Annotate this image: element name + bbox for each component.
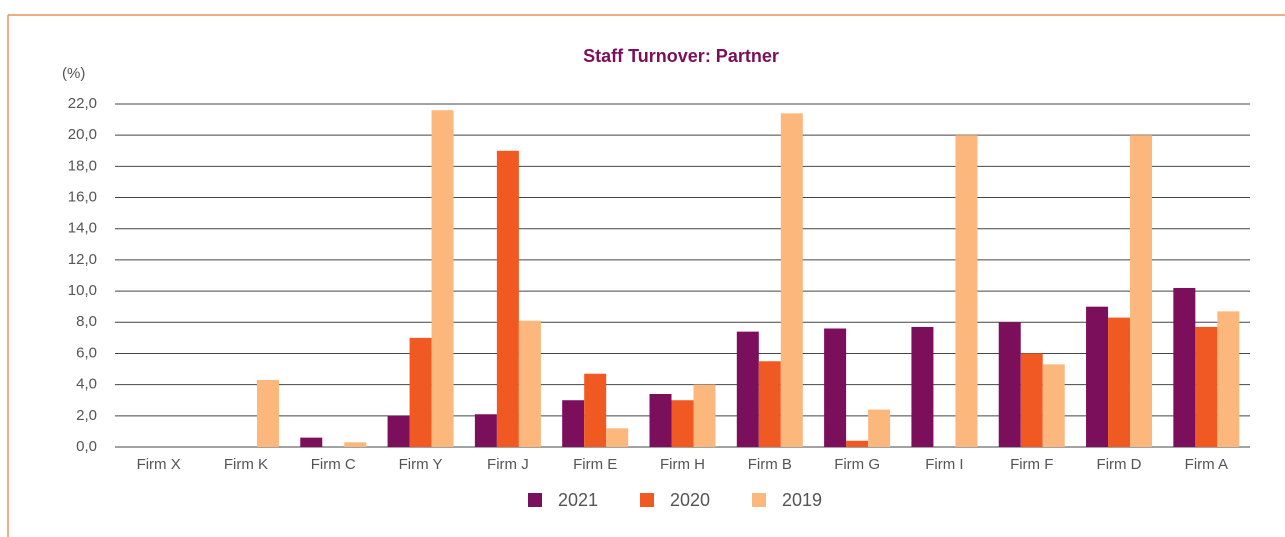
legend-swatch <box>752 493 766 507</box>
bar <box>344 442 367 447</box>
x-tick-label: Firm K <box>224 456 268 473</box>
bar <box>1130 135 1153 447</box>
y-tick-label: 6,0 <box>76 344 97 361</box>
x-tick-label: Firm H <box>660 456 705 473</box>
bar <box>606 428 629 447</box>
y-tick-label: 4,0 <box>76 376 97 393</box>
x-tick-label: Firm J <box>487 456 529 473</box>
y-tick-label: 20,0 <box>68 126 97 143</box>
y-tick-label: 14,0 <box>68 220 97 237</box>
legend-swatch <box>528 493 542 507</box>
bar <box>1217 311 1240 447</box>
bar <box>300 437 323 447</box>
legend-swatch <box>640 493 654 507</box>
x-tick-label: Firm A <box>1185 456 1228 473</box>
y-tick-label: 16,0 <box>68 189 97 206</box>
bar <box>1173 287 1196 447</box>
bar <box>1086 306 1109 447</box>
bar <box>1020 353 1043 447</box>
bar <box>256 379 279 447</box>
x-tick-label: Firm Y <box>399 456 443 473</box>
bar <box>409 337 432 447</box>
y-tick-label: 10,0 <box>68 282 97 299</box>
bar <box>780 113 803 447</box>
legend-label: 2021 <box>558 490 598 510</box>
bar <box>671 400 694 447</box>
bar <box>998 322 1021 447</box>
bar <box>846 440 869 447</box>
chart-title: Staff Turnover: Partner <box>583 46 779 66</box>
bar <box>955 135 978 447</box>
bar <box>562 400 585 447</box>
bar <box>911 326 934 447</box>
bar <box>868 409 891 447</box>
y-tick-label: 2,0 <box>76 407 97 424</box>
x-tick-label: Firm I <box>925 456 963 473</box>
x-tick-label: Firm D <box>1097 456 1142 473</box>
bar <box>431 110 454 448</box>
bar <box>649 393 672 447</box>
x-tick-label: Firm X <box>137 456 181 473</box>
x-tick-label: Firm C <box>311 456 356 473</box>
bar <box>736 331 759 447</box>
x-tick-label: Firm B <box>748 456 792 473</box>
x-tick-label: Firm E <box>573 456 617 473</box>
y-tick-label: 18,0 <box>68 157 97 174</box>
y-tick-label: 12,0 <box>68 251 97 268</box>
bar <box>474 414 497 447</box>
y-tick-label: 0,0 <box>76 438 97 455</box>
bar <box>693 384 716 447</box>
x-tick-label: Firm F <box>1010 456 1053 473</box>
y-tick-label: 22,0 <box>68 95 97 112</box>
bar <box>1042 364 1065 447</box>
y-axis-label: (%) <box>62 65 85 82</box>
bar <box>1195 326 1218 447</box>
bar <box>387 415 410 447</box>
y-tick-label: 8,0 <box>76 313 97 330</box>
bar <box>518 320 541 447</box>
bar <box>496 150 519 448</box>
legend-label: 2020 <box>670 490 710 510</box>
bar <box>824 328 847 447</box>
x-tick-label: Firm G <box>834 456 880 473</box>
bar <box>758 361 781 447</box>
bar <box>584 373 607 447</box>
legend-label: 2019 <box>782 490 822 510</box>
bar <box>1108 317 1131 447</box>
